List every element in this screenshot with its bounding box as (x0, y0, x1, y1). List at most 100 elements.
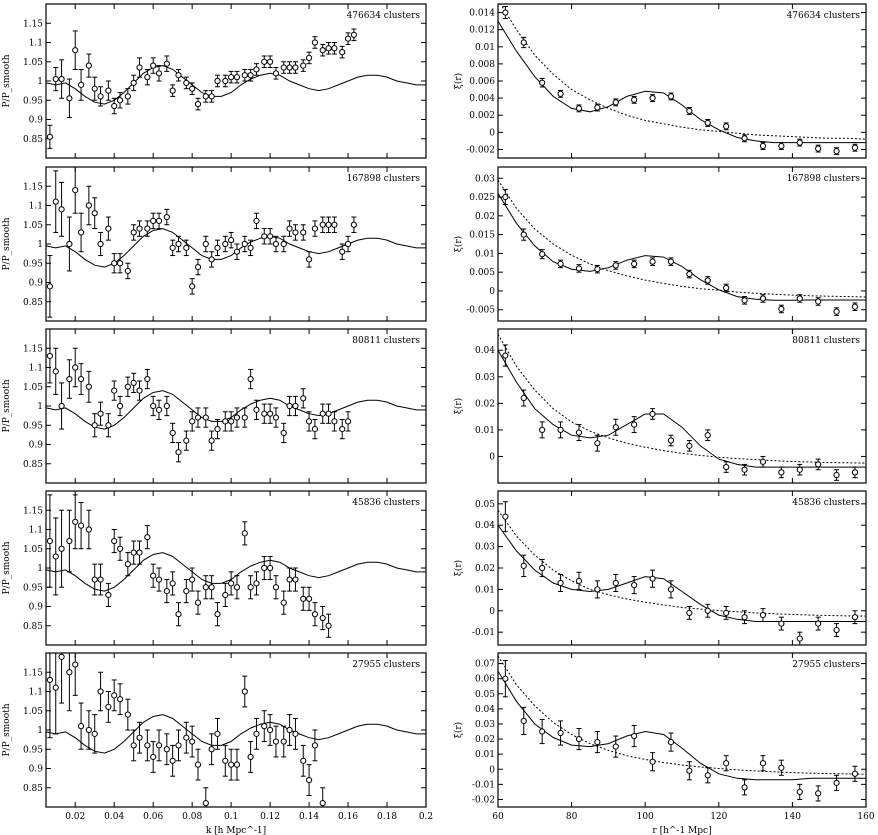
data-point (741, 614, 748, 621)
data-point (704, 119, 711, 127)
data-point (247, 753, 254, 761)
data-point (723, 123, 730, 130)
data-point (833, 148, 840, 155)
plot-frame (45, 328, 427, 484)
data-point (136, 225, 143, 232)
data-point (183, 244, 190, 251)
data-point (311, 39, 319, 46)
data-point (136, 64, 143, 71)
y-tick-label: 0.9 (29, 603, 44, 613)
y-tick-label: 0.014 (469, 9, 495, 19)
cluster-count-label: 45836 clusters (792, 498, 860, 508)
data-point (124, 561, 131, 568)
data-point (52, 684, 59, 691)
data-point (214, 77, 221, 85)
data-point (325, 221, 332, 228)
data-point (649, 258, 656, 265)
y-tick-label: 0.03 (475, 720, 495, 730)
plot-frame (45, 3, 427, 159)
data-point (183, 437, 190, 444)
data-point (686, 767, 693, 774)
data-point (58, 653, 65, 660)
data-point (202, 584, 209, 591)
data-point (233, 761, 241, 768)
data-point (778, 764, 785, 771)
data-point (631, 96, 638, 103)
y-tick-label: 1.05 (23, 221, 43, 231)
data-point (72, 661, 79, 668)
y-tick-label: 0.95 (23, 421, 43, 431)
data-point (704, 432, 711, 439)
data-point (97, 410, 104, 417)
data-point (557, 90, 564, 97)
panel-X3: 0 0.01 0.02 0.03 0.04 ξ(r) 80811 clusters (453, 328, 867, 484)
data-point (539, 251, 546, 258)
data-point (502, 9, 509, 16)
data-point (194, 761, 202, 768)
panel-P1: 0.85 0.9 0.95 1 1.05 1.1 1.15 P/P_smooth 476634 … (2, 3, 427, 159)
data-point (520, 562, 527, 569)
data-point (194, 101, 202, 108)
data-point (331, 221, 338, 228)
data-point (253, 580, 260, 587)
x-axis-label: r [h^-1 Mpc] (652, 826, 711, 835)
data-point (77, 81, 85, 88)
data-point (97, 576, 104, 583)
data-point (169, 757, 176, 764)
data-point (575, 735, 583, 743)
data-point (292, 64, 299, 71)
data-point (331, 45, 338, 52)
data-point (136, 734, 143, 741)
data-point (311, 426, 319, 433)
data-point (111, 692, 118, 699)
data-point (116, 97, 124, 104)
panel-X1: -0.002 0 0.002 0.004 0.006 0.008 0.01 0.012 0.01… (453, 3, 867, 159)
data-point (58, 545, 65, 552)
data-point (214, 426, 221, 433)
data-point (105, 703, 112, 711)
data-point (77, 375, 85, 383)
data-point (208, 256, 215, 263)
data-point (194, 264, 202, 271)
data-point (241, 688, 248, 695)
data-point (66, 375, 73, 383)
data-point (208, 93, 215, 100)
data-point (91, 422, 98, 429)
y-axis-label: ξ(r) (453, 73, 464, 89)
data-point (261, 564, 268, 572)
y-axis-label: P/P_smooth (2, 379, 12, 432)
y-tick-label: 1 (37, 240, 43, 250)
data-point (319, 410, 326, 417)
data-point (575, 577, 583, 584)
data-point (502, 675, 509, 682)
data-point (150, 753, 157, 761)
y-tick-label: 1.1 (29, 526, 43, 536)
data-point (286, 402, 293, 410)
data-point (723, 609, 730, 617)
data-point (267, 564, 274, 572)
data-point (189, 738, 196, 745)
data-point (91, 85, 98, 92)
plot-area (46, 494, 426, 638)
data-point (214, 611, 221, 618)
plot-frame (497, 328, 867, 484)
data-point (194, 599, 202, 606)
data-point (77, 522, 85, 529)
data-point (815, 461, 822, 468)
y-tick-label: 1.1 (29, 202, 43, 212)
data-point (116, 260, 124, 267)
data-point (594, 266, 601, 273)
data-point (539, 79, 546, 86)
data-point (91, 210, 98, 217)
data-point (241, 414, 248, 421)
y-tick-label: 0.95 (23, 259, 43, 269)
data-point (339, 248, 346, 255)
data-point (778, 142, 785, 150)
data-point (155, 576, 163, 583)
data-point (851, 770, 859, 777)
model-curve-dashed (498, 655, 866, 775)
data-point (85, 202, 92, 209)
data-point (228, 761, 235, 768)
y-tick-label: 1 (37, 402, 43, 412)
cluster-count-label: 27955 clusters (352, 660, 420, 670)
